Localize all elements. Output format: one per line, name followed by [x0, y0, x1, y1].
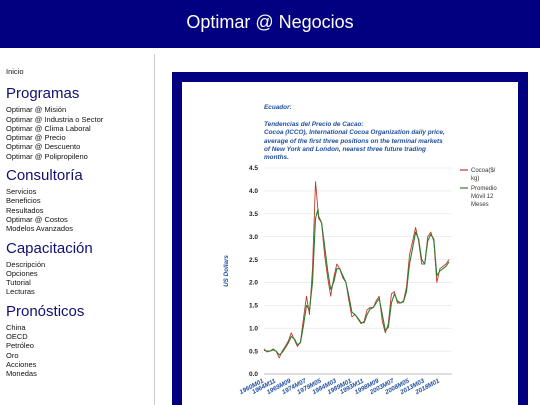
sidebar-section-programas: Programas Optimar @ Misión Optimar @ Ind…	[6, 85, 151, 161]
chart-title-line: months.	[264, 154, 289, 162]
series-line-moving-average	[263, 208, 450, 356]
section-title-pronosticos: Pronósticos	[6, 302, 85, 320]
sidebar-section-pronosticos: Pronósticos China OECD Petróleo Oro Acci…	[6, 303, 151, 379]
sidebar-link[interactable]: Oro	[6, 350, 19, 360]
chart-title-line: of New York and London, nearest three fu…	[264, 146, 426, 154]
column-divider	[154, 54, 155, 405]
chart-frame: Ecuador: Tendencias del Precio de Cacao:…	[172, 72, 528, 405]
cocoa-price-chart: 0.0 0.5 1.0 1.5 2.0 2.5 3.0 3.5 4.0 4.5 US Dollars…	[223, 165, 497, 396]
y-tick-label: 3.5	[249, 211, 258, 218]
section-title-consultoria: Consultoría	[6, 167, 83, 185]
y-tick-label: 1.5	[249, 303, 258, 310]
sidebar-nav: Inicio Programas Optimar @ Misión Optima…	[6, 64, 151, 385]
sidebar-section-consultoria: Consultoría Servicios Beneficios Resulta…	[6, 167, 151, 233]
sidebar-link[interactable]: Acciones	[6, 359, 37, 369]
sidebar-link[interactable]: Modelos Avanzados	[6, 224, 73, 234]
sidebar-link[interactable]: Servicios	[6, 187, 37, 197]
sidebar-link[interactable]: Monedas	[6, 369, 37, 379]
y-tick-label: 4.5	[249, 165, 258, 172]
chart-title-line: Ecuador:	[264, 104, 292, 111]
sidebar-link[interactable]: Optimar @ Industria o Sector	[6, 114, 104, 124]
chart-title-line: average of the first three positions on …	[264, 137, 443, 145]
chart-panel: Ecuador: Tendencias del Precio de Cacao:…	[182, 82, 518, 405]
sidebar-link[interactable]: Petróleo	[6, 341, 34, 351]
sidebar-link[interactable]: Opciones	[6, 268, 38, 278]
sidebar-link[interactable]: Optimar @ Costos	[6, 214, 68, 224]
sidebar-link[interactable]: Lecturas	[6, 287, 35, 297]
sidebar-section-capacitacion: Capacitación Descripción Opciones Tutori…	[6, 240, 151, 297]
chart-title-line: Cocoa (ICCO), International Cocoa Organi…	[264, 129, 445, 137]
series-line-cocoa	[263, 181, 450, 359]
chart-title: Ecuador: Tendencias del Precio de Cacao:…	[264, 104, 474, 163]
y-tick-label: 0.0	[249, 371, 258, 378]
y-axis-label: US Dollars	[223, 255, 230, 287]
sidebar-link[interactable]: Optimar @ Precio	[6, 133, 66, 143]
y-tick-label: 0.5	[249, 348, 258, 355]
section-title-programas: Programas	[6, 85, 80, 103]
sidebar-link[interactable]: Optimar @ Clima Laboral	[6, 123, 91, 133]
sidebar-link-inicio[interactable]: Inicio	[6, 67, 24, 76]
sidebar-link[interactable]: Tutorial	[6, 278, 31, 288]
sidebar-link[interactable]: Optimar @ Polipropileno	[6, 151, 88, 161]
site-title[interactable]: Optimar @ Negocios	[186, 12, 354, 32]
y-tick-label: 2.0	[249, 280, 258, 287]
y-tick-label: 2.5	[249, 257, 258, 264]
sidebar-link[interactable]: China	[6, 322, 26, 332]
legend-entry-moving-average: Promedio Móvil 12 Meses	[471, 186, 497, 208]
sidebar-link[interactable]: Resultados	[6, 205, 44, 215]
sidebar-link[interactable]: Optimar @ Misión	[6, 105, 67, 115]
y-tick-label: 1.0	[249, 325, 258, 332]
legend-entry-cocoa: Cocoa($/kg)	[471, 168, 496, 182]
chart-title-line: Tendencias del Precio de Cacao:	[264, 120, 364, 128]
y-tick-label: 4.0	[249, 188, 258, 195]
sidebar-link[interactable]: Optimar @ Descuento	[6, 142, 81, 152]
section-title-capacitacion: Capacitación	[6, 239, 93, 257]
sidebar-link[interactable]: Beneficios	[6, 196, 41, 206]
site-header: Optimar @ Negocios	[0, 0, 540, 48]
sidebar-link[interactable]: Descripción	[6, 259, 46, 269]
y-tick-label: 3.0	[249, 234, 258, 241]
sidebar-link[interactable]: OECD	[6, 332, 28, 342]
